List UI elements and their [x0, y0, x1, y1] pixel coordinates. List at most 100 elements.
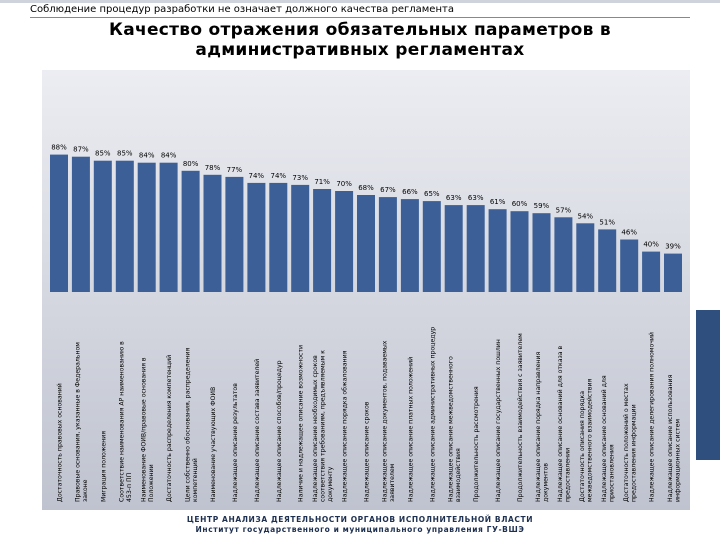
category-label-9: Надлежащее описание результатов	[232, 383, 239, 502]
category-labels-group: Достаточность правовых оснований Правовые…	[56, 327, 682, 502]
category-label-14: Надлежащее описание порядка обжалования	[341, 350, 349, 502]
category-label-16-line-2: заявителем	[389, 463, 396, 502]
top-note: Соблюдение процедур разработки не означа…	[30, 4, 690, 18]
footer: ЦЕНТР АНАЛИЗА ДЕЯТЕЛЬНОСТИ ОРГАНОВ ИСПОЛ…	[0, 515, 720, 535]
value-labels-group: 88% 87% 85% 85% 84% 84% 80% 78% 77% 74% 74% 73% 71% 7…	[51, 144, 681, 251]
bar-15	[357, 195, 375, 292]
value-label-9: 77%	[227, 166, 243, 174]
bar-3	[93, 160, 112, 292]
bar-13	[313, 189, 332, 292]
category-label-25-line-1: Достаточность описания порядка	[579, 391, 586, 502]
bar-29	[664, 253, 682, 292]
value-label-6: 84%	[161, 152, 177, 160]
bar-11	[269, 182, 288, 292]
category-label-4-line-1: Соответствие наименования АР наименовани…	[119, 341, 126, 502]
value-label-18: 65%	[424, 190, 440, 198]
category-label-3: Миграция положения	[100, 431, 107, 502]
category-label-13-line-2: соответствия требованиям, предъявляемым …	[319, 350, 327, 502]
bar-chart: 88% 87% 85% 85% 84% 84% 80% 78% 77% 74% 74% 73% 71% 7…	[42, 70, 690, 510]
category-label-27-line-1: Достаточность положений о местах	[622, 383, 630, 502]
bar-28	[642, 251, 661, 292]
category-label-19-line-2: взаимодействия	[454, 448, 462, 502]
value-label-17: 66%	[402, 188, 418, 196]
category-label-20: Продолжительность рассмотрения	[473, 386, 480, 502]
category-label-12: Наличие и надлежащее описание возможност…	[298, 345, 305, 502]
bar-16	[378, 197, 397, 292]
value-label-23: 59%	[534, 202, 550, 210]
bar-6	[159, 162, 178, 292]
category-label-27-line-2: предоставления информации	[630, 404, 637, 502]
value-label-22: 60%	[512, 200, 528, 208]
bar-7	[181, 170, 200, 292]
bar-10	[247, 182, 266, 292]
category-label-13-line-1: Надлежащее описание необходимых сроков	[311, 355, 319, 502]
slide-title-line-1: Качество отражения обязательных параметр…	[109, 20, 611, 40]
bar-1	[50, 154, 68, 292]
category-label-21: Надлежащее описание государственных пошл…	[495, 339, 502, 502]
value-label-25: 54%	[578, 212, 594, 220]
category-label-2-line-1: Правовые основания, указанные в Федераль…	[75, 342, 82, 502]
bar-25	[576, 223, 595, 292]
category-label-7-line-2: компетенций	[191, 458, 199, 502]
bar-22	[510, 211, 529, 292]
value-label-11: 74%	[271, 172, 287, 180]
category-label-23-line-1: Надлежащее описание порядка направления	[535, 352, 542, 502]
value-label-28: 40%	[643, 241, 659, 249]
category-label-15: Надлежащее описание сроков	[364, 401, 371, 502]
category-label-22: Продолжительность взаимодействия с заяви…	[516, 333, 524, 502]
slide-title: Качество отражения обязательных параметр…	[60, 20, 660, 60]
category-label-2-line-2: законе	[82, 479, 89, 502]
category-label-7-line-1: Цели собственно обоснования, распределен…	[183, 348, 191, 502]
bar-21	[488, 209, 507, 292]
value-label-8: 78%	[205, 164, 221, 172]
value-label-19: 63%	[446, 194, 462, 202]
category-label-23-line-2: документов	[543, 463, 550, 502]
value-label-24: 57%	[556, 206, 572, 214]
bar-26	[598, 229, 617, 292]
category-label-26-line-1: Надлежащее описание оснований для	[600, 375, 608, 502]
chart-area: 88% 87% 85% 85% 84% 84% 80% 78% 77% 74% 74% 73% 71% 7…	[42, 70, 690, 510]
bar-24	[554, 217, 573, 292]
bar-5	[137, 162, 156, 292]
category-label-24-line-2: предоставлении	[565, 448, 572, 502]
bar-4	[115, 160, 134, 292]
value-label-15: 68%	[358, 184, 374, 192]
value-label-1: 88%	[51, 144, 67, 152]
category-label-8: Наименование участвующих ФОИВ	[210, 387, 217, 502]
slide-title-line-2: административных регламентах	[195, 40, 525, 60]
value-label-12: 73%	[292, 174, 308, 182]
value-label-7: 80%	[183, 160, 199, 168]
category-label-29-line-1: Надлежащее описание использования	[667, 374, 674, 502]
bars-group	[50, 154, 682, 292]
value-label-29: 39%	[665, 243, 681, 251]
category-label-29-line-2: информационных систем	[674, 419, 681, 502]
value-label-2: 87%	[73, 146, 89, 154]
value-label-14: 70%	[336, 180, 352, 188]
value-label-4: 85%	[117, 150, 133, 158]
category-label-5-line-2: Положении	[148, 464, 155, 502]
value-label-10: 74%	[249, 172, 265, 180]
category-label-24-line-1: Надлежащее описание оснований для отказа…	[556, 345, 564, 502]
value-label-16: 67%	[380, 186, 396, 194]
category-label-17: Надлежащее описание платных положений	[406, 357, 414, 502]
footer-line-2: Институт государственного и муниципально…	[195, 525, 525, 534]
value-label-3: 85%	[95, 150, 111, 158]
category-label-19-line-1: Надлежащее описание межведомственного	[448, 356, 455, 502]
category-label-18: Надлежащее описание административных про…	[429, 327, 436, 502]
category-label-26-line-2: приостановления	[609, 444, 616, 502]
category-label-10: Надлежащее описание состава заявителей	[253, 359, 261, 502]
right-decor-block	[696, 310, 720, 460]
value-label-13: 71%	[314, 178, 330, 186]
bar-20	[466, 205, 485, 292]
category-label-13-line-3: документу	[327, 466, 334, 502]
value-label-26: 51%	[599, 218, 615, 226]
value-label-5: 84%	[139, 152, 155, 160]
top-decor-strip	[0, 0, 720, 3]
footer-line-1: ЦЕНТР АНАЛИЗА ДЕЯТЕЛЬНОСТИ ОРГАНОВ ИСПОЛ…	[186, 515, 534, 524]
category-label-6: Достаточность распределения компетенций	[165, 355, 173, 502]
category-label-1: Достаточность правовых оснований	[56, 383, 64, 502]
category-label-11: Надлежащее описание способов/процедур	[275, 360, 283, 502]
bar-18	[422, 201, 441, 292]
category-label-25-line-2: межведомственного взаимодействия	[586, 378, 594, 502]
bar-17	[400, 199, 419, 292]
